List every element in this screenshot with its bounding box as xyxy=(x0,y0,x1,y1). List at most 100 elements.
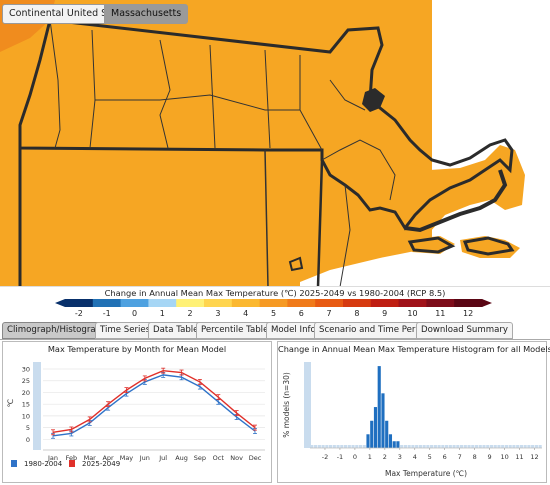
histogram-bar xyxy=(377,366,381,448)
histogram-bar xyxy=(366,434,370,448)
empty-bin xyxy=(317,445,321,448)
histogram-bar xyxy=(396,441,400,448)
climograph-title: Max Temperature by Month for Mean Model xyxy=(47,344,227,354)
county-line-8 xyxy=(299,55,323,151)
legend-tick-label: -2 xyxy=(74,309,83,318)
x-tick-label: 4 xyxy=(413,453,417,461)
y-tick-label: 25 xyxy=(22,377,30,385)
x-tick-label: 12 xyxy=(530,453,538,461)
x-tick-label: Apr xyxy=(102,454,114,462)
legend-color-bar xyxy=(55,299,492,307)
x-tick-label: 3 xyxy=(398,453,402,461)
empty-bin xyxy=(523,445,527,448)
y-tick-label: 5 xyxy=(26,424,30,432)
legend-swatch xyxy=(69,460,75,467)
x-tick-label: May xyxy=(120,454,134,462)
tab-model-info[interactable]: Model Info xyxy=(266,322,321,339)
legend-tick-label: 2 xyxy=(187,309,193,318)
legend-tick-label: 1 xyxy=(159,309,165,318)
empty-bin xyxy=(403,445,407,448)
climograph-panel: Max Temperature by Month for Mean Model … xyxy=(2,341,272,483)
empty-bin xyxy=(400,445,404,448)
empty-bin xyxy=(493,445,497,448)
empty-bin xyxy=(362,445,366,448)
empty-bin xyxy=(355,445,359,448)
empty-bin xyxy=(489,445,494,448)
legend-swatch xyxy=(398,299,427,307)
legend-arrow-left xyxy=(55,299,65,307)
county-line-9 xyxy=(329,79,366,111)
y-axis-label: ℃ xyxy=(6,399,15,407)
series-line xyxy=(52,369,256,433)
massachusetts-map[interactable] xyxy=(0,0,550,287)
x-tick-label: Nov xyxy=(230,454,243,462)
empty-bin xyxy=(459,445,464,448)
empty-bin xyxy=(314,445,318,448)
empty-bin xyxy=(321,445,325,448)
empty-bin xyxy=(411,445,415,448)
legend-arrow-right xyxy=(482,299,492,307)
x-tick-label: Aug xyxy=(175,454,188,462)
histogram-bar xyxy=(381,393,385,448)
legend-title: Change in Annual Mean Max Temperature (℃… xyxy=(104,288,446,298)
legend-tick-label: 10 xyxy=(407,309,418,318)
empty-bin xyxy=(508,445,512,448)
county-line-1 xyxy=(49,19,61,149)
histogram-bar xyxy=(373,407,378,448)
empty-bin xyxy=(452,445,456,448)
empty-bin xyxy=(531,445,535,448)
empty-bin xyxy=(501,445,505,448)
empty-bin xyxy=(343,445,348,448)
legend-tick-label: 5 xyxy=(270,309,277,318)
legend-swatch xyxy=(120,299,149,307)
histogram-bar xyxy=(385,420,389,448)
legend-label: 1980-2004 xyxy=(24,460,63,468)
map-fill-area xyxy=(0,0,432,286)
legend-swatch xyxy=(204,299,233,307)
histogram-bar xyxy=(370,420,374,448)
x-tick-label: 11 xyxy=(515,453,523,461)
histogram-bar xyxy=(392,441,396,448)
legend-tick-label: 8 xyxy=(354,309,360,318)
x-tick-label: 8 xyxy=(473,453,477,461)
tab-time-series[interactable]: Time Series xyxy=(95,322,156,339)
legend-swatch xyxy=(370,299,400,307)
legend-swatch xyxy=(148,299,177,307)
massachusetts-button[interactable]: Massachusetts xyxy=(104,4,189,24)
state-border-ri xyxy=(316,159,324,286)
empty-bin xyxy=(445,445,449,448)
empty-bin xyxy=(418,445,422,448)
legend-swatch xyxy=(259,299,288,307)
y-tick-label: 30 xyxy=(22,366,30,374)
empty-bin xyxy=(467,445,471,448)
empty-bin xyxy=(534,445,538,448)
tab-download-summary[interactable]: Download Summary xyxy=(416,322,513,339)
y-axis-band xyxy=(33,362,41,450)
legend-swatch xyxy=(92,299,122,307)
empty-bin xyxy=(441,445,445,448)
x-axis-label: Max Temperature (℃) xyxy=(385,469,467,478)
legend-tick-label: 6 xyxy=(298,309,304,318)
x-tick-label: 2 xyxy=(383,453,387,461)
empty-bin xyxy=(433,445,437,448)
x-tick-label: 7 xyxy=(458,453,462,461)
empty-bin xyxy=(504,445,509,448)
marthas-vineyard-outline xyxy=(407,236,456,254)
county-line-5 xyxy=(264,49,271,149)
empty-bin xyxy=(463,445,467,448)
legend-swatch xyxy=(176,299,205,307)
empty-bin xyxy=(437,445,441,448)
map-view[interactable]: Continental United States Massachusetts xyxy=(0,0,550,287)
empty-bin xyxy=(482,445,486,448)
x-tick-label: 0 xyxy=(353,453,357,461)
empty-bin xyxy=(325,445,329,448)
empty-bin xyxy=(351,445,355,448)
nantucket-outline xyxy=(462,236,515,256)
tab-percentile-table[interactable]: Percentile Table xyxy=(196,322,274,339)
tab-climograph-histogram[interactable]: Climograph/Histogram xyxy=(2,322,110,339)
climograph-chart: 0 5 10 15 20 25 30 ℃ Jan Feb Mar Apr May Jun Jul Aug Sep… xyxy=(6,362,265,468)
empty-bin xyxy=(310,445,314,448)
county-line-7 xyxy=(95,94,300,111)
legend-swatch xyxy=(11,460,17,467)
